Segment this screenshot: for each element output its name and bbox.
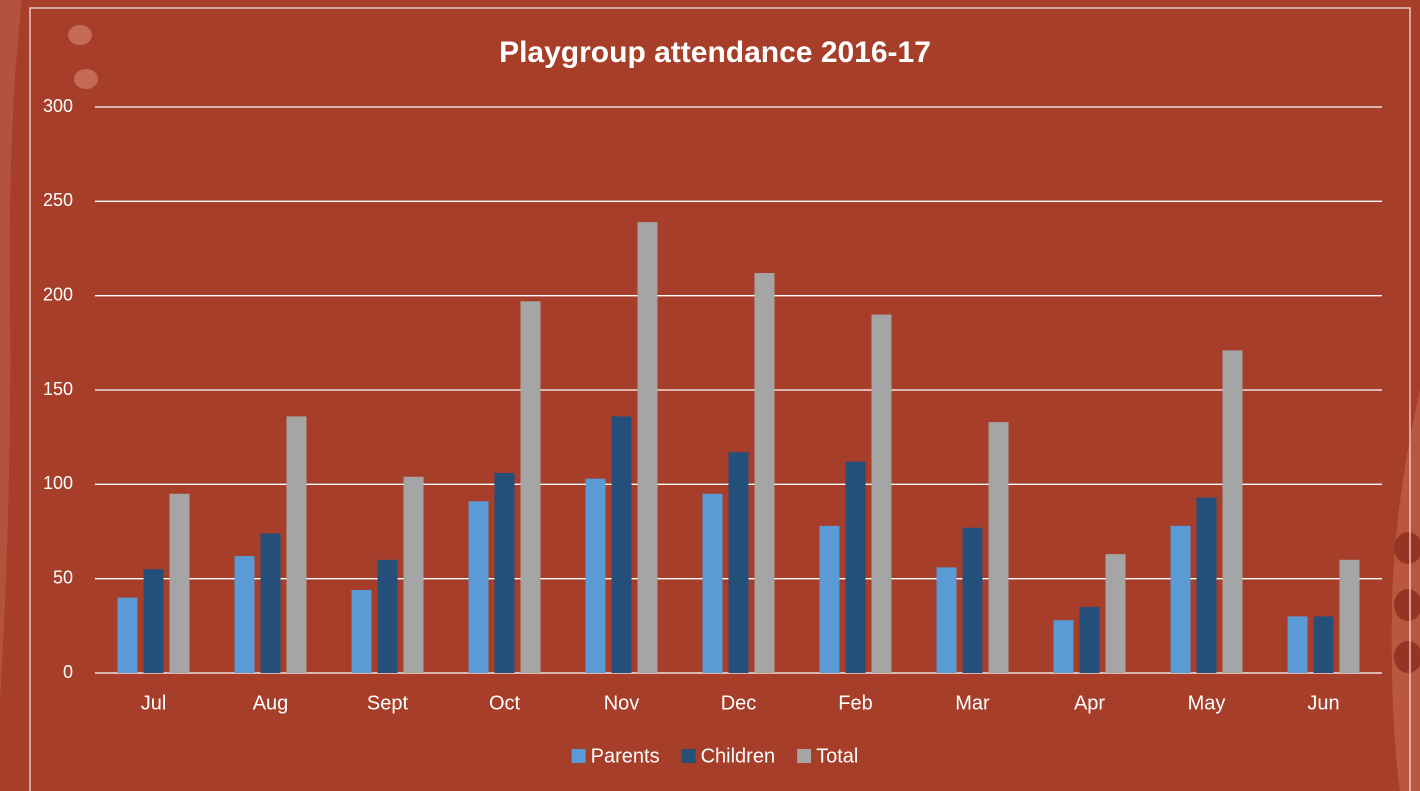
bar <box>1222 350 1243 673</box>
bar <box>468 501 489 673</box>
bar <box>871 314 892 673</box>
legend-label: Children <box>701 745 775 767</box>
bar <box>1287 616 1308 673</box>
decoration <box>1394 532 1420 564</box>
bar <box>1105 554 1126 673</box>
x-tick-label: Aug <box>253 692 289 714</box>
chart-title: Playgroup attendance 2016-17 <box>499 36 931 69</box>
decoration <box>68 25 92 45</box>
decoration <box>1394 641 1420 673</box>
legend-label: Total <box>816 745 858 767</box>
bar <box>286 416 307 673</box>
bar <box>234 556 255 673</box>
bar <box>351 589 372 673</box>
bar <box>845 461 866 673</box>
bar <box>988 422 1009 673</box>
bar <box>637 222 658 673</box>
bar <box>494 473 515 673</box>
bar <box>520 301 541 673</box>
bar <box>585 478 606 673</box>
y-tick-label: 50 <box>53 567 73 587</box>
bar <box>1196 497 1217 673</box>
decoration <box>0 0 22 700</box>
bar <box>936 567 957 673</box>
x-tick-label: Feb <box>838 692 872 714</box>
legend-label: Parents <box>591 745 660 767</box>
bar <box>1313 616 1334 673</box>
x-tick-label: Nov <box>604 692 640 714</box>
bar <box>169 493 190 673</box>
x-tick-label: Jun <box>1307 692 1339 714</box>
bar <box>1053 620 1074 673</box>
decoration <box>1394 589 1420 621</box>
bar <box>143 569 164 673</box>
bar <box>1339 559 1360 673</box>
x-tick-label: Mar <box>955 692 990 714</box>
y-tick-label: 0 <box>63 662 73 682</box>
y-tick-label: 200 <box>43 284 73 304</box>
bar <box>754 273 775 673</box>
x-tick-label: Oct <box>489 692 521 714</box>
bar <box>403 476 424 673</box>
x-tick-label: Sept <box>367 692 409 714</box>
bar <box>1079 606 1100 673</box>
y-tick-label: 150 <box>43 379 73 399</box>
bar <box>819 525 840 673</box>
bar <box>962 527 983 673</box>
decoration <box>74 69 98 89</box>
bar <box>260 533 281 673</box>
x-tick-label: May <box>1188 692 1226 714</box>
bar <box>702 493 723 673</box>
y-tick-label: 250 <box>43 190 73 210</box>
x-tick-label: Apr <box>1074 692 1105 714</box>
bar <box>117 597 138 673</box>
bar <box>1170 525 1191 673</box>
y-tick-label: 300 <box>43 96 73 116</box>
x-tick-label: Dec <box>721 692 757 714</box>
bar <box>611 416 632 673</box>
bar <box>377 559 398 673</box>
frame <box>29 7 1411 791</box>
legend-swatch <box>797 749 812 763</box>
legend-swatch <box>681 749 696 763</box>
y-tick-label: 100 <box>43 473 73 493</box>
legend-swatch <box>571 749 586 763</box>
bar <box>728 452 749 673</box>
x-tick-label: Jul <box>141 692 167 714</box>
